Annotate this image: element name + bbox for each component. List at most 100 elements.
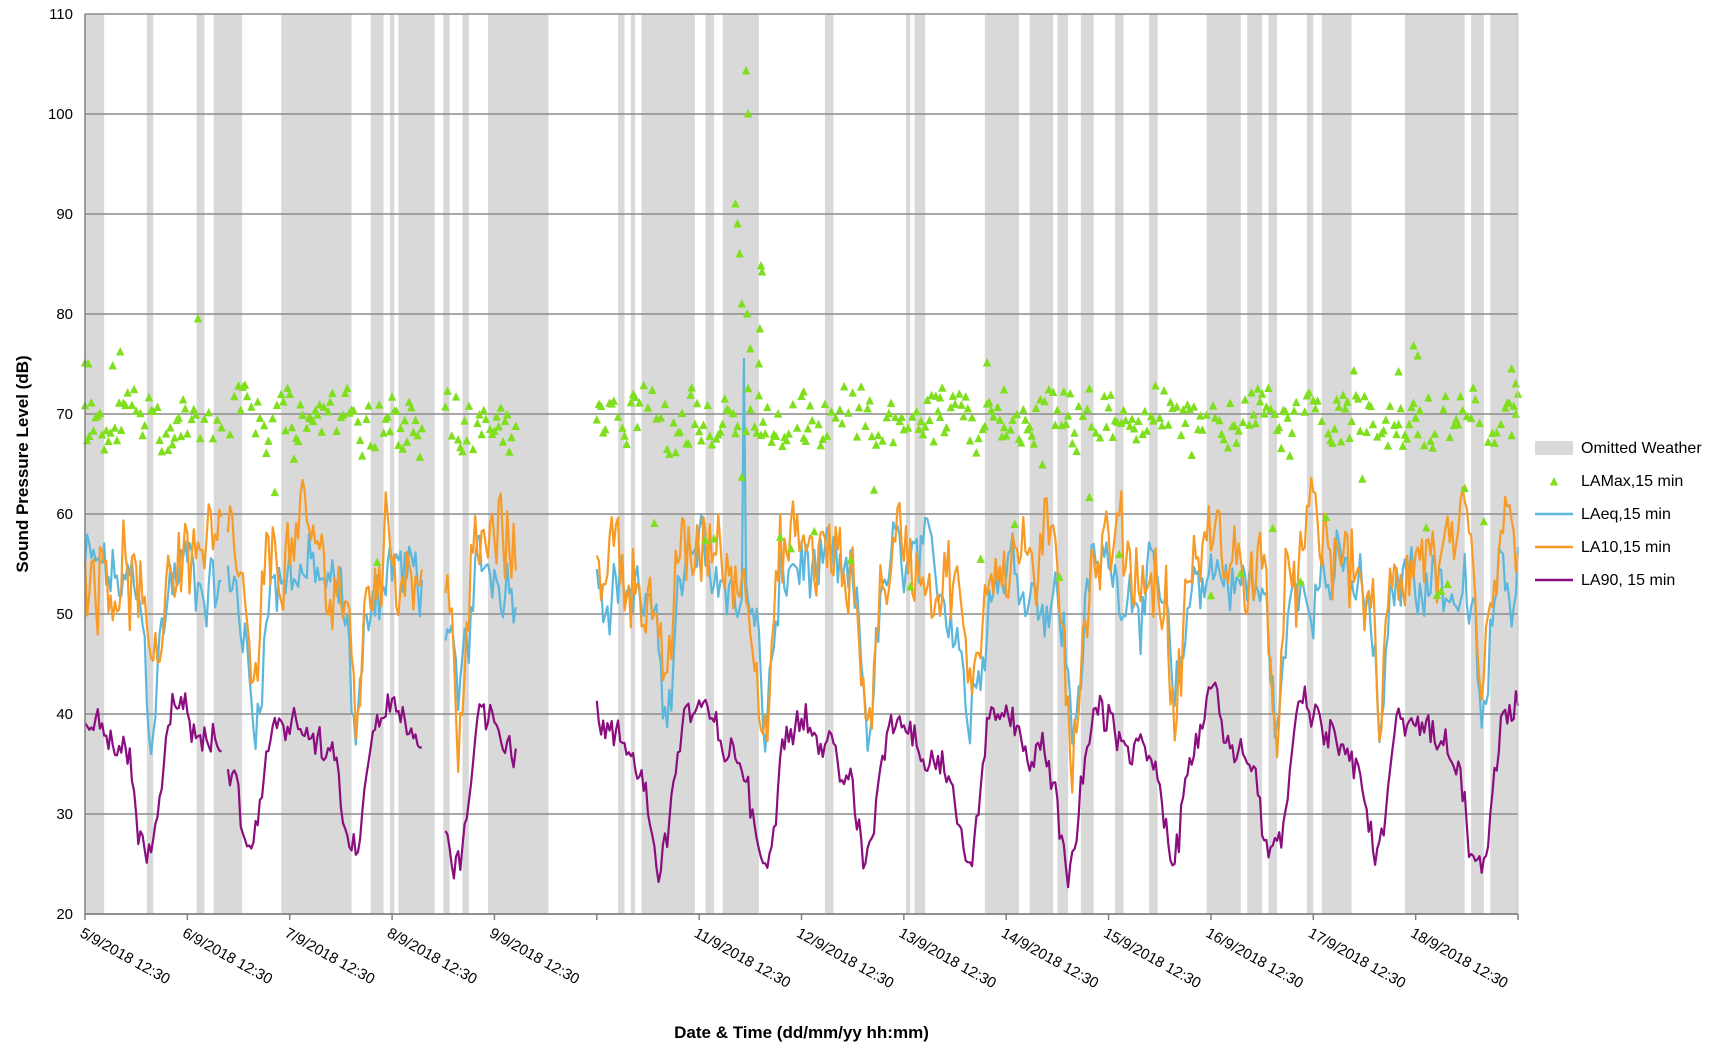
lamax-marker [592, 415, 601, 424]
lamax-marker [1439, 404, 1448, 414]
lamax-marker [1381, 415, 1390, 424]
lamax-marker [372, 557, 382, 566]
lamax-marker [650, 518, 659, 528]
lamax-marker [1338, 390, 1348, 400]
lamax-marker [1021, 415, 1030, 424]
lamax-marker [1302, 391, 1312, 400]
lamax-marker [302, 423, 311, 432]
omitted-weather-band [914, 14, 926, 914]
lamax-marker [1413, 429, 1422, 439]
lamax-marker [920, 422, 930, 431]
lamax-marker [1409, 398, 1418, 408]
lamax-marker [886, 398, 896, 407]
lamax-marker [1044, 384, 1054, 394]
lamax-marker [993, 402, 1002, 411]
lamax-marker [104, 436, 113, 446]
lamax-marker [982, 358, 992, 367]
x-tick-label: 6/9/2018 12:30 [179, 925, 275, 988]
lamax-marker [1264, 383, 1273, 393]
lamax-marker [1164, 420, 1173, 429]
lamax-marker [660, 399, 670, 409]
lamax-marker [1355, 426, 1365, 435]
lamax-marker [1019, 404, 1028, 414]
omitted-weather-band [196, 14, 205, 914]
lamax-marker [865, 396, 874, 405]
lamax-marker [601, 424, 610, 434]
lamax-marker [503, 409, 512, 419]
lamax-marker [961, 392, 970, 401]
lamax-marker [1095, 433, 1105, 442]
lamax-marker [1189, 402, 1199, 411]
omitted-weather-band [1149, 14, 1158, 914]
lamax-marker [912, 406, 921, 416]
lamax-marker [163, 445, 173, 455]
omitted-weather-band [488, 14, 549, 914]
lamax-marker [1051, 420, 1060, 429]
x-tick-label: 8/9/2018 12:30 [384, 925, 480, 988]
lamax-marker [882, 412, 891, 422]
lamax-marker [620, 431, 629, 440]
lamax-marker [496, 403, 506, 412]
legend-label: LAeq,15 min [1581, 506, 1671, 523]
lamax-marker [1366, 401, 1376, 411]
lamax-marker [1181, 418, 1190, 428]
lamax-marker [1437, 586, 1446, 595]
lamax-marker [1219, 434, 1228, 444]
lamax-marker [1456, 391, 1465, 401]
lamax-marker [140, 420, 149, 430]
lamax-marker [861, 421, 870, 431]
lamax-marker [989, 412, 998, 421]
lamax-marker [1232, 438, 1241, 447]
lamax-marker [259, 420, 269, 430]
lamax-marker [1155, 413, 1164, 422]
lamax-marker [477, 429, 486, 439]
lamax-marker [754, 390, 764, 400]
x-tick-label: 16/9/2018 12:30 [1203, 925, 1306, 992]
lamax-marker [1321, 512, 1331, 521]
lamax-marker [697, 435, 706, 445]
lamax-marker [1166, 397, 1175, 406]
lamax-marker [724, 406, 734, 415]
lamax-marker [155, 435, 164, 444]
lamax-marker [1422, 523, 1431, 532]
lamax-marker [479, 405, 488, 415]
lamax-marker [411, 415, 420, 425]
legend-swatch-lamax [1549, 477, 1559, 486]
lamax-marker [308, 416, 318, 426]
lamax-marker [1360, 391, 1369, 401]
lamax-marker [110, 423, 120, 432]
lamax-marker [1311, 404, 1320, 413]
lamax-marker [106, 428, 115, 437]
lamax-marker [1285, 451, 1295, 460]
y-tick-label: 50 [56, 606, 73, 623]
lamax-marker [121, 400, 130, 410]
omitted-weather-band [443, 14, 450, 914]
lamax-marker [349, 405, 358, 415]
lamax-marker [1063, 411, 1073, 420]
lamax-marker [974, 433, 983, 443]
lamax-marker [441, 402, 450, 411]
lamax-marker [1507, 364, 1516, 373]
lamax-marker [756, 261, 766, 270]
lamax-marker [1419, 440, 1429, 450]
lamax-marker [1424, 393, 1433, 402]
omitted-weather-band [213, 14, 243, 914]
lamax-marker [1002, 431, 1011, 440]
lamax-marker [453, 434, 463, 444]
lamax-marker [705, 431, 715, 440]
lamax-marker [136, 408, 145, 418]
lamax-marker [775, 532, 785, 541]
lamax-marker [170, 433, 179, 442]
lamax-marker [183, 429, 192, 438]
lamax-marker [746, 404, 755, 414]
omitted-weather-band [705, 14, 715, 914]
lamax-marker [415, 452, 424, 461]
lamax-marker [319, 402, 329, 411]
omitted-weather-band [85, 14, 105, 914]
lamax-marker [733, 421, 742, 430]
lamax-marker [326, 397, 335, 406]
lamax-marker [1016, 438, 1026, 447]
lamax-marker [1396, 403, 1405, 413]
lamax-marker [230, 391, 239, 401]
